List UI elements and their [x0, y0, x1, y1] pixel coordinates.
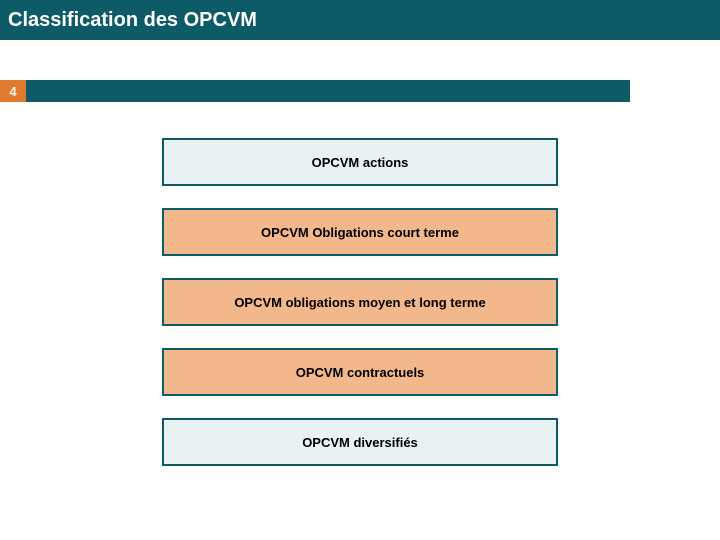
category-label: OPCVM actions	[312, 155, 409, 170]
category-box: OPCVM Obligations court terme	[162, 208, 558, 256]
page-number-row: 4	[0, 80, 720, 102]
title-bar: Classification des OPCVM	[0, 0, 720, 40]
page-number-strip	[26, 80, 630, 102]
category-label: OPCVM Obligations court terme	[261, 225, 459, 240]
category-box: OPCVM actions	[162, 138, 558, 186]
category-label: OPCVM diversifiés	[302, 435, 418, 450]
category-box: OPCVM diversifiés	[162, 418, 558, 466]
category-box: OPCVM contractuels	[162, 348, 558, 396]
category-list: OPCVM actions OPCVM Obligations court te…	[162, 138, 558, 466]
page-number-badge: 4	[0, 80, 26, 102]
category-label: OPCVM obligations moyen et long terme	[234, 295, 485, 310]
category-label: OPCVM contractuels	[296, 365, 425, 380]
category-box: OPCVM obligations moyen et long terme	[162, 278, 558, 326]
page-title: Classification des OPCVM	[8, 9, 257, 32]
